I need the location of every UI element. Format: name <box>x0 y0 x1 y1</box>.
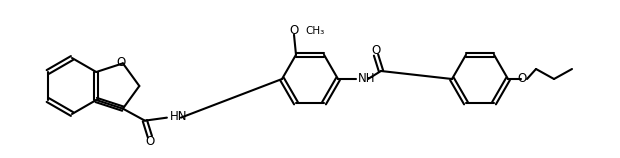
Text: O: O <box>290 24 299 37</box>
Text: O: O <box>371 43 381 57</box>
Text: NH: NH <box>358 72 376 85</box>
Text: O: O <box>117 56 125 69</box>
Text: HN: HN <box>170 110 187 123</box>
Text: O: O <box>145 135 154 148</box>
Text: O: O <box>517 72 526 85</box>
Text: CH₃: CH₃ <box>305 26 324 36</box>
